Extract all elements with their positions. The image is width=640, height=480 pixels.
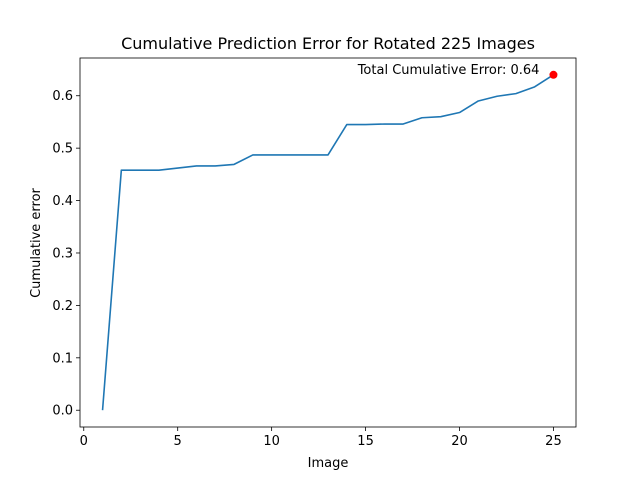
axes-frame — [79, 57, 577, 428]
plot-area: 0 5 10 15 20 25 0.0 0.1 0.2 0.3 0.4 0.5 0.6 Total Cum… — [52, 57, 577, 449]
y-tick-label: 0.5 — [52, 142, 73, 157]
y-tick-label: 0.0 — [52, 404, 73, 419]
chart-title: Cumulative Prediction Error for Rotated … — [121, 34, 535, 53]
series-line — [101, 74, 554, 411]
x-tick-label: 10 — [263, 434, 280, 449]
y-tick-label: 0.4 — [52, 194, 73, 209]
x-tick-label: 20 — [451, 434, 468, 449]
total-error-annotation: Total Cumulative Error: 0.64 — [357, 63, 540, 78]
y-axis-label: Cumulative error — [29, 187, 44, 297]
final-point-marker — [549, 70, 558, 79]
y-tick-label: 0.6 — [52, 89, 73, 104]
y-tick-label: 0.1 — [52, 351, 73, 366]
x-tick-label: 0 — [80, 434, 88, 449]
y-tick-label: 0.3 — [52, 246, 73, 261]
x-tick-label: 25 — [545, 434, 562, 449]
x-axis-label: Image — [308, 456, 349, 471]
x-tick-label: 15 — [357, 434, 374, 449]
y-tick-label: 0.2 — [52, 299, 73, 314]
x-tick-label: 5 — [174, 434, 182, 449]
